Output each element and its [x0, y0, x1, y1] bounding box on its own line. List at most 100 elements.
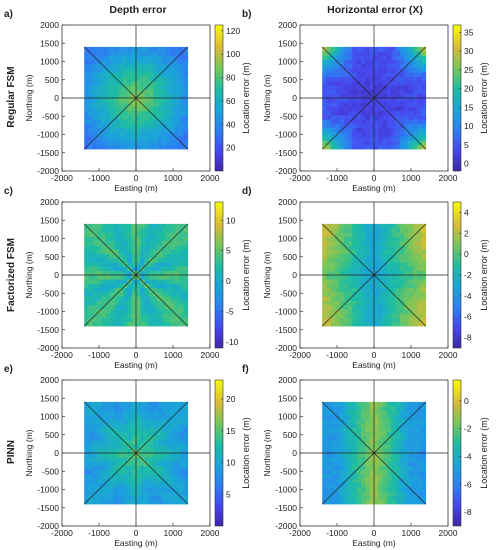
heatmap-cell [157, 140, 163, 146]
heatmap-cell [322, 132, 327, 137]
heatmap-cell [348, 470, 353, 475]
heatmap-cell [378, 140, 383, 146]
heatmap-cell [330, 253, 336, 259]
heatmap-cell [322, 136, 327, 141]
heatmap-cell [92, 46, 98, 52]
heatmap-cell [404, 487, 409, 492]
heatmap-cell [352, 240, 358, 246]
heatmap-cell [395, 127, 401, 133]
heatmap-cell [183, 487, 189, 492]
heatmap-cell [101, 292, 107, 297]
heatmap-cell [399, 457, 405, 462]
heatmap-cell [326, 110, 332, 116]
heatmap-cell [101, 474, 107, 479]
heatmap-cell [170, 461, 176, 467]
heatmap-cell [374, 401, 379, 407]
heatmap-cell [144, 102, 150, 107]
heatmap-cell [369, 321, 375, 327]
heatmap-cell [105, 80, 111, 86]
heatmap-cell [84, 418, 89, 424]
heatmap-cell [166, 76, 171, 82]
heatmap-cell [356, 457, 362, 462]
colorbar-label: Location error (m) [479, 239, 489, 311]
heatmap-cell [369, 427, 375, 433]
heatmap-cell [131, 431, 137, 437]
heatmap-cell [123, 119, 128, 124]
heatmap-cell [123, 249, 128, 255]
heatmap-cell [339, 55, 345, 60]
heatmap-cell [92, 427, 98, 433]
heatmap-cell [330, 140, 336, 146]
heatmap-cell [84, 461, 89, 467]
heatmap-cell [183, 232, 189, 237]
heatmap-cell [136, 418, 141, 424]
heatmap-cell [131, 266, 137, 272]
heatmap-cell [97, 401, 102, 407]
heatmap-cell [92, 418, 98, 424]
heatmap-cell [404, 72, 409, 78]
heatmap-cell [97, 51, 102, 56]
heatmap-cell [361, 76, 366, 82]
heatmap-cell [157, 300, 163, 306]
heatmap-cell [170, 304, 176, 310]
heatmap-cell [412, 63, 418, 69]
heatmap-cell [84, 495, 89, 501]
heatmap-cell [378, 59, 383, 65]
heatmap-cell [330, 406, 336, 411]
heatmap-cell [148, 262, 154, 267]
heatmap-cell [153, 465, 158, 471]
colorbar-label: Location error (m) [241, 417, 251, 489]
heatmap-cell [386, 321, 392, 327]
heatmap-cell [179, 249, 184, 255]
heatmap-cell [105, 240, 111, 246]
heatmap-cell [110, 313, 115, 318]
heatmap-cell [395, 482, 401, 488]
heatmap-cell [136, 414, 141, 420]
heatmap-cell [127, 140, 132, 146]
heatmap-cell [343, 98, 349, 103]
heatmap-cell [361, 102, 366, 107]
heatmap-cell [361, 287, 366, 293]
heatmap-cell [157, 406, 163, 411]
heatmap-cell [161, 406, 167, 411]
heatmap-cell [114, 85, 120, 90]
heatmap-cell [356, 223, 362, 229]
heatmap-cell [352, 435, 358, 441]
heatmap-cell [365, 262, 370, 267]
heatmap-cell [374, 85, 379, 90]
heatmap-cell [322, 89, 327, 95]
heatmap-cell [395, 292, 401, 297]
heatmap-cell [356, 414, 362, 420]
heatmap-cell [118, 63, 124, 69]
heatmap-cell [399, 453, 405, 458]
heatmap-cell [417, 448, 422, 454]
heatmap-cell [153, 461, 158, 467]
heatmap-cell [382, 487, 388, 492]
heatmap-cell [114, 266, 120, 272]
heatmap-cell [140, 144, 145, 150]
heatmap-cell [339, 444, 345, 450]
heatmap-cell [148, 401, 154, 407]
heatmap-cell [361, 93, 366, 99]
heatmap-cell [412, 102, 418, 107]
heatmap-cell [84, 470, 89, 475]
heatmap-cell [335, 89, 340, 95]
heatmap-cell [179, 262, 184, 267]
heatmap-cell [395, 80, 401, 86]
heatmap-cell [326, 423, 332, 428]
heatmap-cell [335, 232, 340, 237]
heatmap-cell [326, 89, 332, 95]
heatmap-cell [395, 85, 401, 90]
heatmap-cell [378, 115, 383, 120]
heatmap-cell [369, 313, 375, 318]
heatmap-cell [114, 228, 120, 233]
heatmap-cell [335, 123, 340, 129]
heatmap-cell [378, 119, 383, 124]
heatmap-cell [123, 76, 128, 82]
heatmap-cell [399, 223, 405, 229]
heatmap-cell [369, 309, 375, 314]
heatmap-cell [123, 465, 128, 471]
heatmap-cell [136, 317, 141, 323]
heatmap-cell [374, 132, 379, 137]
heatmap-cell [174, 144, 180, 150]
